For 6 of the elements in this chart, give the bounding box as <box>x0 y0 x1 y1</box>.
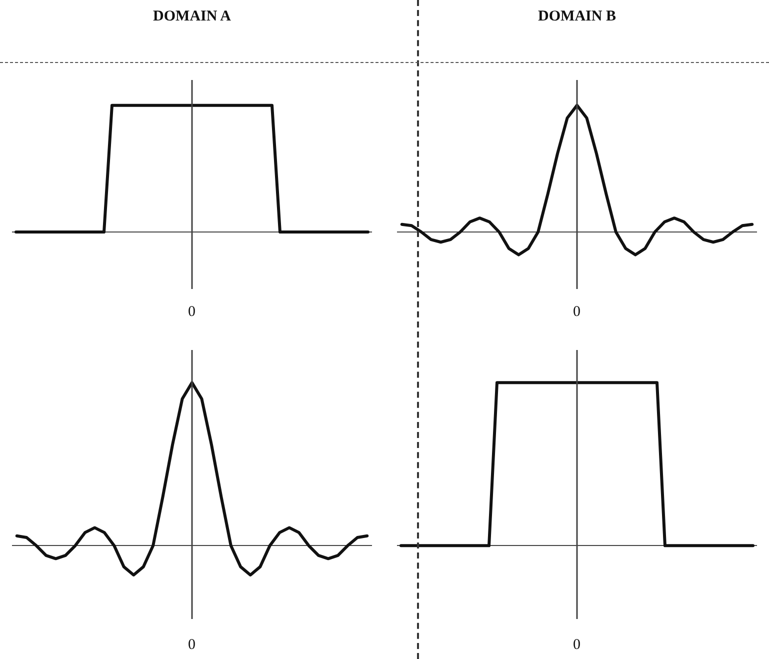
chart-title: DOMAIN B <box>538 8 616 24</box>
text: 0 <box>188 304 196 320</box>
chart-title: DOMAIN A <box>153 8 232 24</box>
text: 0 <box>573 304 580 320</box>
text: 0 <box>573 637 580 653</box>
text: 0 <box>188 637 196 653</box>
